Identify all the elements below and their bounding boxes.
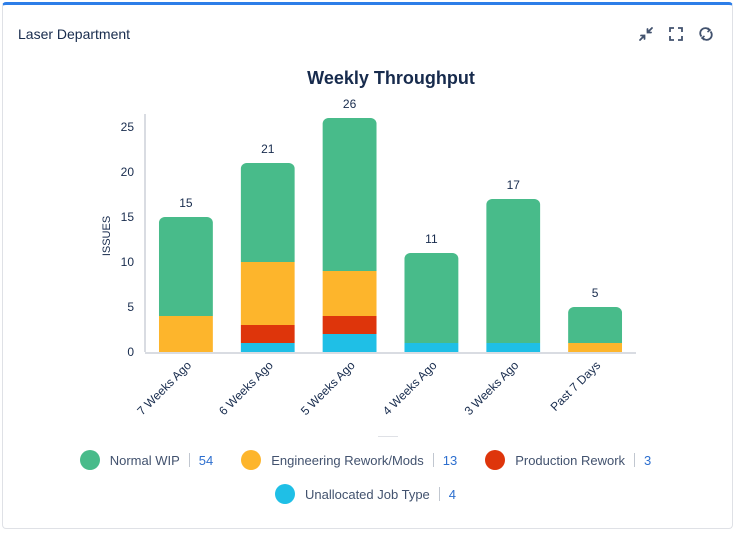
bar-segment[interactable] (322, 271, 377, 316)
y-tick-label: 25 (121, 120, 135, 134)
y-tick-label: 15 (121, 210, 135, 224)
legend-item[interactable]: Unallocated Job Type 4 (274, 484, 457, 504)
bars (158, 118, 623, 352)
x-axis: 7 Weeks Ago 6 Weeks Ago 5 Weeks Ago 4 Weeks… (134, 358, 603, 418)
bar-total-label: 11 (425, 232, 438, 246)
bar-segment[interactable] (240, 163, 295, 262)
legend-swatch (485, 450, 506, 470)
bar-total-label: 5 (592, 286, 599, 300)
bar-segment[interactable] (404, 343, 459, 352)
x-tick-label: 7 Weeks Ago (134, 358, 194, 418)
legend-label: Unallocated Job Type (304, 486, 430, 502)
legend-separator (438, 487, 440, 501)
y-axis-label: ISSUES (101, 216, 113, 256)
legend-swatch (241, 450, 262, 470)
bar-segment[interactable] (568, 343, 623, 352)
bar-segment[interactable] (322, 118, 377, 271)
bar-totals: 15 21 26 11 17 5 (179, 97, 599, 300)
bar-segment[interactable] (240, 343, 295, 352)
legend: Normal WIP 54 Engineering Rework/Mods 13 Pro… (0, 450, 731, 470)
bar-segment[interactable] (158, 217, 213, 316)
legend-divider (378, 436, 398, 437)
bar-segment[interactable] (240, 262, 295, 325)
refresh-icon[interactable] (696, 24, 716, 44)
chart-title: Weekly Throughput (307, 68, 475, 88)
bar-total-label: 26 (343, 97, 357, 111)
fullscreen-icon[interactable] (666, 24, 686, 44)
gadget-controls (636, 24, 716, 44)
bar-segment[interactable] (322, 316, 377, 334)
legend-swatch (274, 484, 295, 504)
x-tick-label: 5 Weeks Ago (298, 358, 358, 418)
legend-count[interactable]: 54 (198, 452, 214, 468)
bar-total-label: 17 (507, 178, 521, 192)
bar-stack[interactable] (240, 163, 295, 352)
x-tick-label: 3 Weeks Ago (462, 358, 522, 418)
legend-count[interactable]: 13 (442, 452, 458, 468)
y-tick-label: 5 (127, 300, 134, 314)
legend-swatch (79, 450, 100, 470)
bar-segment[interactable] (404, 253, 459, 343)
bar-stack[interactable] (568, 307, 623, 352)
legend-separator (634, 453, 636, 467)
legend-item[interactable]: Engineering Rework/Mods 13 (241, 450, 457, 470)
bar-segment[interactable] (486, 343, 541, 352)
legend-item[interactable]: Production Rework 3 (485, 450, 651, 470)
bar-total-label: 21 (261, 142, 275, 156)
x-tick-label: 4 Weeks Ago (380, 358, 440, 418)
bar-stack[interactable] (404, 253, 459, 352)
bar-stack[interactable] (486, 199, 541, 352)
bar-segment[interactable] (322, 334, 377, 352)
x-tick-label: 6 Weeks Ago (216, 358, 276, 418)
legend-count[interactable]: 3 (644, 452, 652, 468)
bar-total-label: 15 (179, 196, 193, 210)
bar-segment[interactable] (158, 316, 213, 352)
bar-segment[interactable] (240, 325, 295, 343)
legend-label: Normal WIP (109, 452, 180, 468)
bar-segment[interactable] (568, 307, 623, 343)
legend-separator (432, 453, 434, 467)
y-tick-label: 10 (121, 255, 135, 269)
legend-count[interactable]: 4 (448, 486, 457, 502)
y-tick-label: 0 (127, 345, 134, 359)
bar-stack[interactable] (322, 118, 377, 352)
legend-row-2: Unallocated Job Type 4 (0, 484, 731, 504)
y-tick-label: 20 (121, 165, 135, 179)
y-axis: 0 5 10 15 20 25 (121, 114, 636, 359)
legend-separator (188, 453, 190, 467)
gadget-title: Laser Department (18, 26, 131, 42)
legend-label: Engineering Rework/Mods (271, 452, 424, 468)
legend-item[interactable]: Normal WIP 54 (79, 450, 214, 470)
legend-label: Production Rework (515, 452, 626, 468)
x-tick-label: Past 7 Days (548, 358, 604, 414)
bar-stack[interactable] (158, 217, 213, 352)
collapse-icon[interactable] (636, 24, 656, 44)
bar-segment[interactable] (486, 199, 541, 343)
